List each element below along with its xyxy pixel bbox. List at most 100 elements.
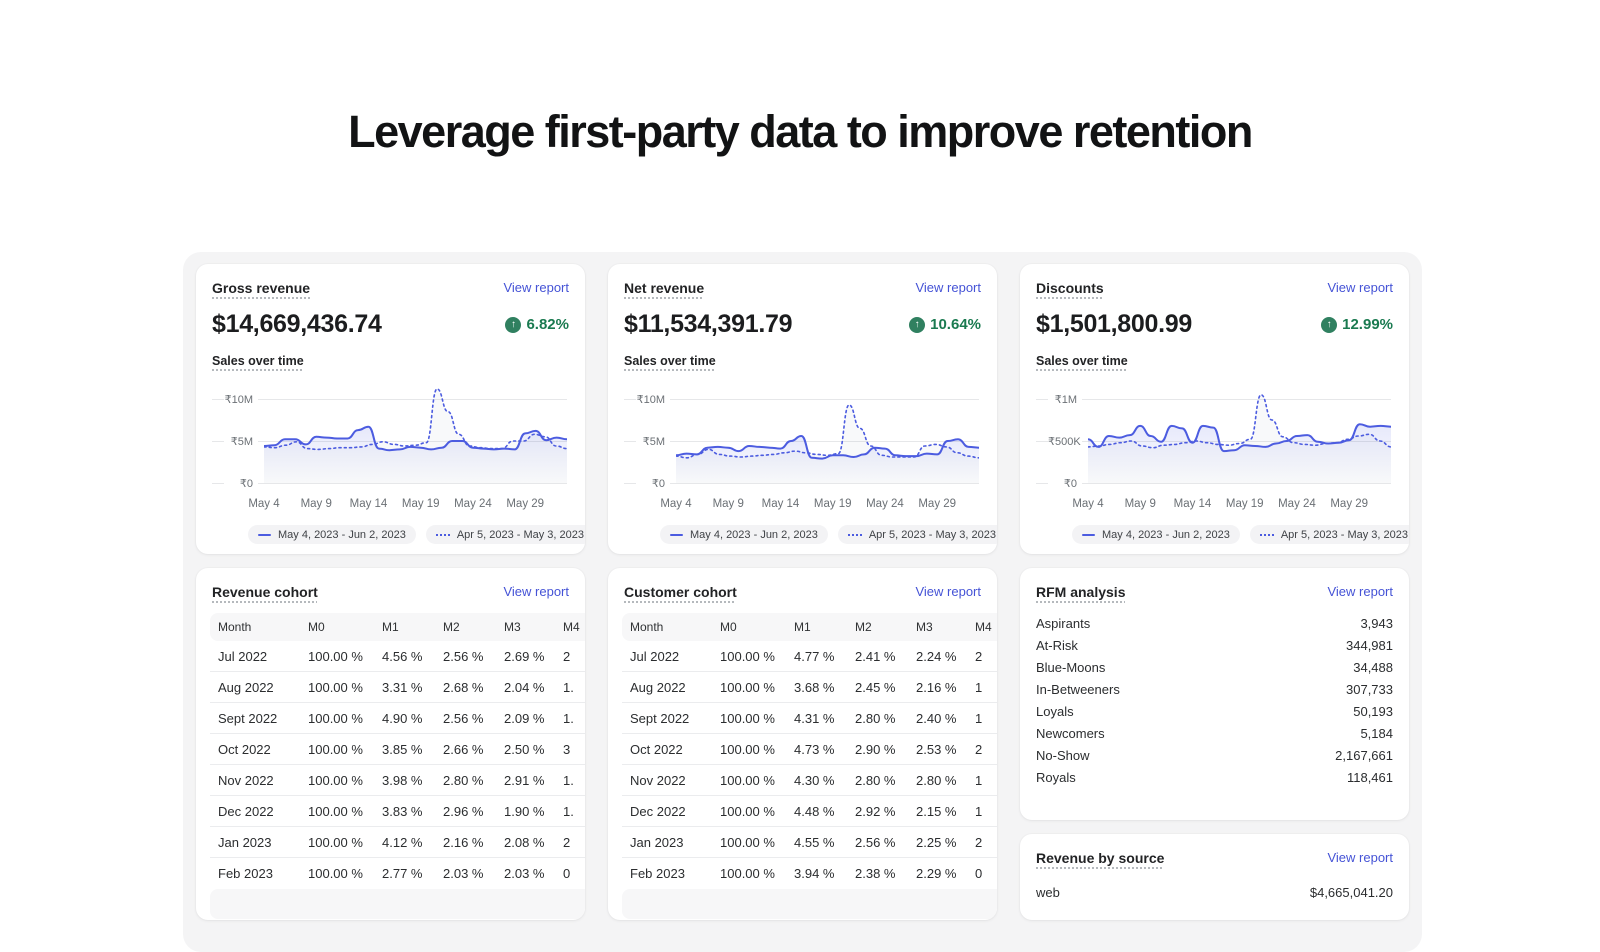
view-report-link[interactable]: View report bbox=[1327, 850, 1393, 865]
table-row: Dec 2022 100.00 % 4.48 % 2.92 % 2.15 % 1 bbox=[622, 795, 997, 827]
column-header: Month bbox=[210, 613, 300, 641]
table-cell: 3.83 % bbox=[374, 795, 435, 827]
solid-line-icon bbox=[670, 533, 683, 536]
item-value: $4,665,041.20 bbox=[1309, 884, 1393, 900]
dashboard-grid: Gross revenue View report $14,669,436.74… bbox=[196, 264, 1409, 920]
column-header: M3 bbox=[496, 613, 555, 641]
change-badge: ↑ 10.64% bbox=[909, 316, 981, 333]
table-row: Oct 2022 100.00 % 4.73 % 2.90 % 2.53 % 2 bbox=[622, 733, 997, 765]
table-cell: 2.09 % bbox=[496, 702, 555, 734]
right-column-stack: RFM analysis View report Aspirants 3,943 A… bbox=[1020, 568, 1409, 920]
table-cell: 2.80 % bbox=[847, 702, 908, 734]
table-cell: 100.00 % bbox=[300, 857, 374, 888]
chart-subtitle: Sales over time bbox=[624, 354, 716, 368]
list-item: No-Show 2,167,661 bbox=[1036, 744, 1393, 766]
change-badge: ↑ 6.82% bbox=[505, 316, 569, 333]
card-title: Net revenue bbox=[624, 280, 705, 296]
y-axis-tick: ₹10M bbox=[636, 393, 665, 406]
y-gridline: ₹10M bbox=[624, 392, 981, 406]
x-axis-tick: May 29 bbox=[918, 498, 957, 510]
table-cell: 2.66 % bbox=[435, 733, 496, 765]
table-cell: 100.00 % bbox=[300, 733, 374, 765]
dotted-line-icon bbox=[1259, 533, 1274, 536]
table-cell: Feb 2023 bbox=[622, 857, 712, 888]
table-cell: 100.00 % bbox=[300, 826, 374, 858]
next-row-clipped bbox=[210, 889, 585, 919]
table-cell: Feb 2023 bbox=[210, 857, 300, 888]
list-item: In-Betweeners 307,733 bbox=[1036, 678, 1393, 700]
view-report-link[interactable]: View report bbox=[915, 280, 981, 295]
view-report-link[interactable]: View report bbox=[1327, 280, 1393, 295]
y-axis-tick: ₹500K bbox=[1048, 435, 1081, 448]
table-cell: 100.00 % bbox=[300, 671, 374, 703]
legend-label: May 4, 2023 - Jun 2, 2023 bbox=[1102, 528, 1230, 541]
table-cell: 2.90 % bbox=[847, 733, 908, 765]
table-cell: 2.56 % bbox=[435, 702, 496, 734]
sales-over-time-chart: ₹10M ₹5M ₹0 bbox=[212, 387, 569, 492]
table-cell: 2.56 % bbox=[847, 826, 908, 858]
change-value: 6.82% bbox=[526, 316, 569, 333]
x-axis-tick: May 9 bbox=[300, 498, 332, 510]
list-item: Newcomers 5,184 bbox=[1036, 722, 1393, 744]
table-cell: 2.08 % bbox=[496, 826, 555, 858]
table-header-row: Month M0 M1 M2 M3 M4 bbox=[622, 613, 997, 641]
metric-row: $11,534,391.79 ↑ 10.64% bbox=[624, 309, 981, 340]
legend-label: Apr 5, 2023 - May 3, 2023 bbox=[1280, 528, 1408, 541]
view-report-link[interactable]: View report bbox=[503, 584, 569, 599]
legend-previous-period: Apr 5, 2023 - May 3, 2023 bbox=[837, 525, 997, 544]
table-cell: 1 bbox=[967, 795, 997, 827]
y-axis-tick: ₹0 bbox=[239, 477, 253, 490]
table-cell: 4.90 % bbox=[374, 702, 435, 734]
x-axis-tick: May 24 bbox=[454, 498, 492, 510]
column-header: M1 bbox=[786, 613, 847, 641]
table-cell: Nov 2022 bbox=[622, 764, 712, 796]
table-cell: 2.41 % bbox=[855, 649, 896, 664]
table-cell: 100.00 % bbox=[712, 795, 786, 827]
chart-subtitle: Sales over time bbox=[1036, 354, 1128, 368]
table-cell: Jul 2022 bbox=[630, 649, 680, 664]
card-header: Net revenue View report bbox=[624, 280, 981, 297]
view-report-link[interactable]: View report bbox=[1327, 584, 1393, 599]
table-cell: 2.24 % bbox=[916, 649, 957, 664]
column-header: M1 bbox=[374, 613, 435, 641]
table-cell: 4.77 % bbox=[794, 649, 835, 664]
table-cell: 100.00 % bbox=[712, 671, 786, 703]
table-cell: 100.00 % bbox=[720, 649, 775, 664]
next-row-clipped bbox=[622, 889, 997, 919]
legend-current-period: May 4, 2023 - Jun 2, 2023 bbox=[1072, 525, 1240, 544]
revenue-by-source-card: Revenue by source View report web $4,665,… bbox=[1020, 834, 1409, 920]
x-axis-tick: May 4 bbox=[660, 498, 692, 510]
card-header: Discounts View report bbox=[1036, 280, 1393, 297]
arrow-up-icon: ↑ bbox=[505, 316, 522, 333]
table-cell: 100.00 % bbox=[300, 795, 374, 827]
legend-previous-period: Apr 5, 2023 - May 3, 2023 bbox=[1249, 525, 1409, 544]
x-axis-labels: May 4 May 9 May 14 May 19 May 24 May 29 bbox=[660, 498, 979, 512]
table-cell: Jul 2022 bbox=[218, 649, 268, 664]
item-label: No-Show bbox=[1036, 747, 1090, 763]
table-cell: 2.53 % bbox=[908, 733, 967, 765]
column-header: Month bbox=[622, 613, 712, 641]
table-cell: 2 bbox=[975, 649, 983, 664]
table-cell: Sept 2022 bbox=[622, 702, 712, 734]
table-cell: 1. bbox=[555, 671, 585, 703]
table-row: Feb 2023 100.00 % 2.77 % 2.03 % 2.03 % 0 bbox=[210, 857, 585, 888]
item-label: Loyals bbox=[1036, 703, 1074, 719]
column-header: M4 bbox=[967, 613, 997, 641]
line-chart-svg bbox=[676, 404, 979, 483]
view-report-link[interactable]: View report bbox=[915, 584, 981, 599]
x-axis-tick: May 4 bbox=[1072, 498, 1104, 510]
column-header: M0 bbox=[300, 613, 374, 641]
table-cell: Jan 2023 bbox=[622, 826, 712, 858]
table-cell: 100.00 % bbox=[300, 764, 374, 796]
list-item: web $4,665,041.20 bbox=[1036, 881, 1393, 903]
item-label: Royals bbox=[1036, 769, 1076, 785]
table-cell: 100.00 % bbox=[300, 702, 374, 734]
view-report-link[interactable]: View report bbox=[503, 280, 569, 295]
table-cell: 3.68 % bbox=[786, 671, 847, 703]
item-value: 2,167,661 bbox=[1335, 747, 1393, 763]
table-row: Feb 2023 100.00 % 3.94 % 2.38 % 2.29 % 0 bbox=[622, 857, 997, 888]
table-cell: 2 bbox=[967, 826, 997, 858]
table-row: Dec 2022 100.00 % 3.83 % 2.96 % 1.90 % 1. bbox=[210, 795, 585, 827]
table-cell: 2.16 % bbox=[435, 826, 496, 858]
table-cell: 2.15 % bbox=[908, 795, 967, 827]
